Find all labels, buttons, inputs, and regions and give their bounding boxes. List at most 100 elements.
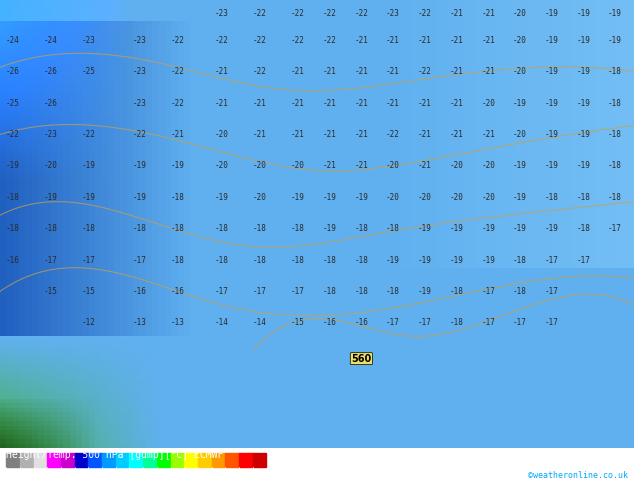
Text: -20: -20 <box>44 161 58 171</box>
Text: 12: 12 <box>153 469 160 474</box>
Text: -17: -17 <box>215 287 229 296</box>
Text: -18: -18 <box>354 287 368 296</box>
Text: -18: -18 <box>291 256 305 265</box>
Text: -18: -18 <box>323 287 337 296</box>
Bar <box>75 453 88 467</box>
Text: -21: -21 <box>386 36 400 45</box>
Bar <box>171 453 184 467</box>
Text: -22: -22 <box>253 9 267 18</box>
Text: 54: 54 <box>249 469 256 474</box>
Text: -24: -24 <box>44 36 58 45</box>
Text: -19: -19 <box>215 193 229 202</box>
Text: -18: -18 <box>6 193 20 202</box>
Text: -14: -14 <box>215 318 229 327</box>
Text: -18: -18 <box>82 224 96 233</box>
Text: -20: -20 <box>513 67 527 76</box>
Text: -17: -17 <box>545 256 559 265</box>
Text: -21: -21 <box>450 9 463 18</box>
Text: -19: -19 <box>82 161 96 171</box>
Text: -23: -23 <box>133 36 146 45</box>
Text: Height/Temp. 500 hPa [gdmp][°C] ECMWF: Height/Temp. 500 hPa [gdmp][°C] ECMWF <box>6 450 224 461</box>
Text: -25: -25 <box>6 98 20 108</box>
Text: -21: -21 <box>418 161 432 171</box>
Text: -19: -19 <box>576 161 590 171</box>
Text: -23: -23 <box>133 98 146 108</box>
Text: -16: -16 <box>6 256 20 265</box>
Text: -18: -18 <box>215 256 229 265</box>
Text: -19: -19 <box>545 9 559 18</box>
Text: -17: -17 <box>133 256 146 265</box>
Text: -20: -20 <box>291 161 305 171</box>
Text: -19: -19 <box>576 98 590 108</box>
Text: -19: -19 <box>576 36 590 45</box>
Text: -15: -15 <box>82 287 96 296</box>
Text: 38: 38 <box>208 469 216 474</box>
Text: -17: -17 <box>253 287 267 296</box>
Text: -17: -17 <box>418 318 432 327</box>
Text: -20: -20 <box>481 98 495 108</box>
Text: -20: -20 <box>418 193 432 202</box>
Text: -19: -19 <box>418 287 432 296</box>
Text: -20: -20 <box>386 161 400 171</box>
Text: -18: -18 <box>253 256 267 265</box>
Text: -17: -17 <box>44 256 58 265</box>
Text: -21: -21 <box>450 130 463 139</box>
Text: -22: -22 <box>133 130 146 139</box>
Text: -18: -18 <box>608 67 622 76</box>
Text: -21: -21 <box>354 36 368 45</box>
Text: -26: -26 <box>44 67 58 76</box>
Text: -21: -21 <box>354 98 368 108</box>
Text: -22: -22 <box>323 36 337 45</box>
Bar <box>129 453 143 467</box>
Text: -20: -20 <box>386 193 400 202</box>
Text: -19: -19 <box>386 256 400 265</box>
Bar <box>48 453 61 467</box>
Text: -17: -17 <box>608 224 622 233</box>
Text: -48: -48 <box>15 469 25 474</box>
Text: -22: -22 <box>171 36 184 45</box>
Text: -23: -23 <box>215 9 229 18</box>
Text: -22: -22 <box>215 36 229 45</box>
Text: -14: -14 <box>253 318 267 327</box>
Text: -18: -18 <box>450 318 463 327</box>
Text: -22: -22 <box>323 9 337 18</box>
Text: -25: -25 <box>82 67 96 76</box>
Text: -19: -19 <box>82 193 96 202</box>
Text: -21: -21 <box>354 130 368 139</box>
Text: -18: -18 <box>133 224 146 233</box>
Text: -17: -17 <box>513 318 527 327</box>
Text: -21: -21 <box>323 98 337 108</box>
Text: -19: -19 <box>354 193 368 202</box>
Text: -21: -21 <box>450 36 463 45</box>
Text: 24: 24 <box>181 469 188 474</box>
Text: -19: -19 <box>513 224 527 233</box>
Text: -18: -18 <box>83 469 94 474</box>
Text: -19: -19 <box>576 9 590 18</box>
Text: -20: -20 <box>513 130 527 139</box>
Text: -19: -19 <box>513 161 527 171</box>
Text: -18: -18 <box>513 287 527 296</box>
Text: -22: -22 <box>253 67 267 76</box>
Text: -21: -21 <box>215 67 229 76</box>
Bar <box>252 453 266 467</box>
Text: ©weatheronline.co.uk: ©weatheronline.co.uk <box>527 471 628 480</box>
Text: -21: -21 <box>323 161 337 171</box>
Text: -21: -21 <box>323 130 337 139</box>
Text: -19: -19 <box>545 67 559 76</box>
Text: -22: -22 <box>82 130 96 139</box>
Text: 560: 560 <box>351 354 372 364</box>
Text: -19: -19 <box>576 130 590 139</box>
Text: -18: -18 <box>171 256 184 265</box>
Text: -22: -22 <box>418 9 432 18</box>
Text: -19: -19 <box>418 224 432 233</box>
Text: -23: -23 <box>44 130 58 139</box>
Text: -17: -17 <box>481 318 495 327</box>
Text: -26: -26 <box>44 98 58 108</box>
Text: -20: -20 <box>253 161 267 171</box>
Text: -17: -17 <box>481 287 495 296</box>
Text: -19: -19 <box>171 161 184 171</box>
Bar <box>184 453 198 467</box>
Text: -21: -21 <box>215 98 229 108</box>
Text: -18: -18 <box>215 224 229 233</box>
Text: 8: 8 <box>141 469 145 474</box>
